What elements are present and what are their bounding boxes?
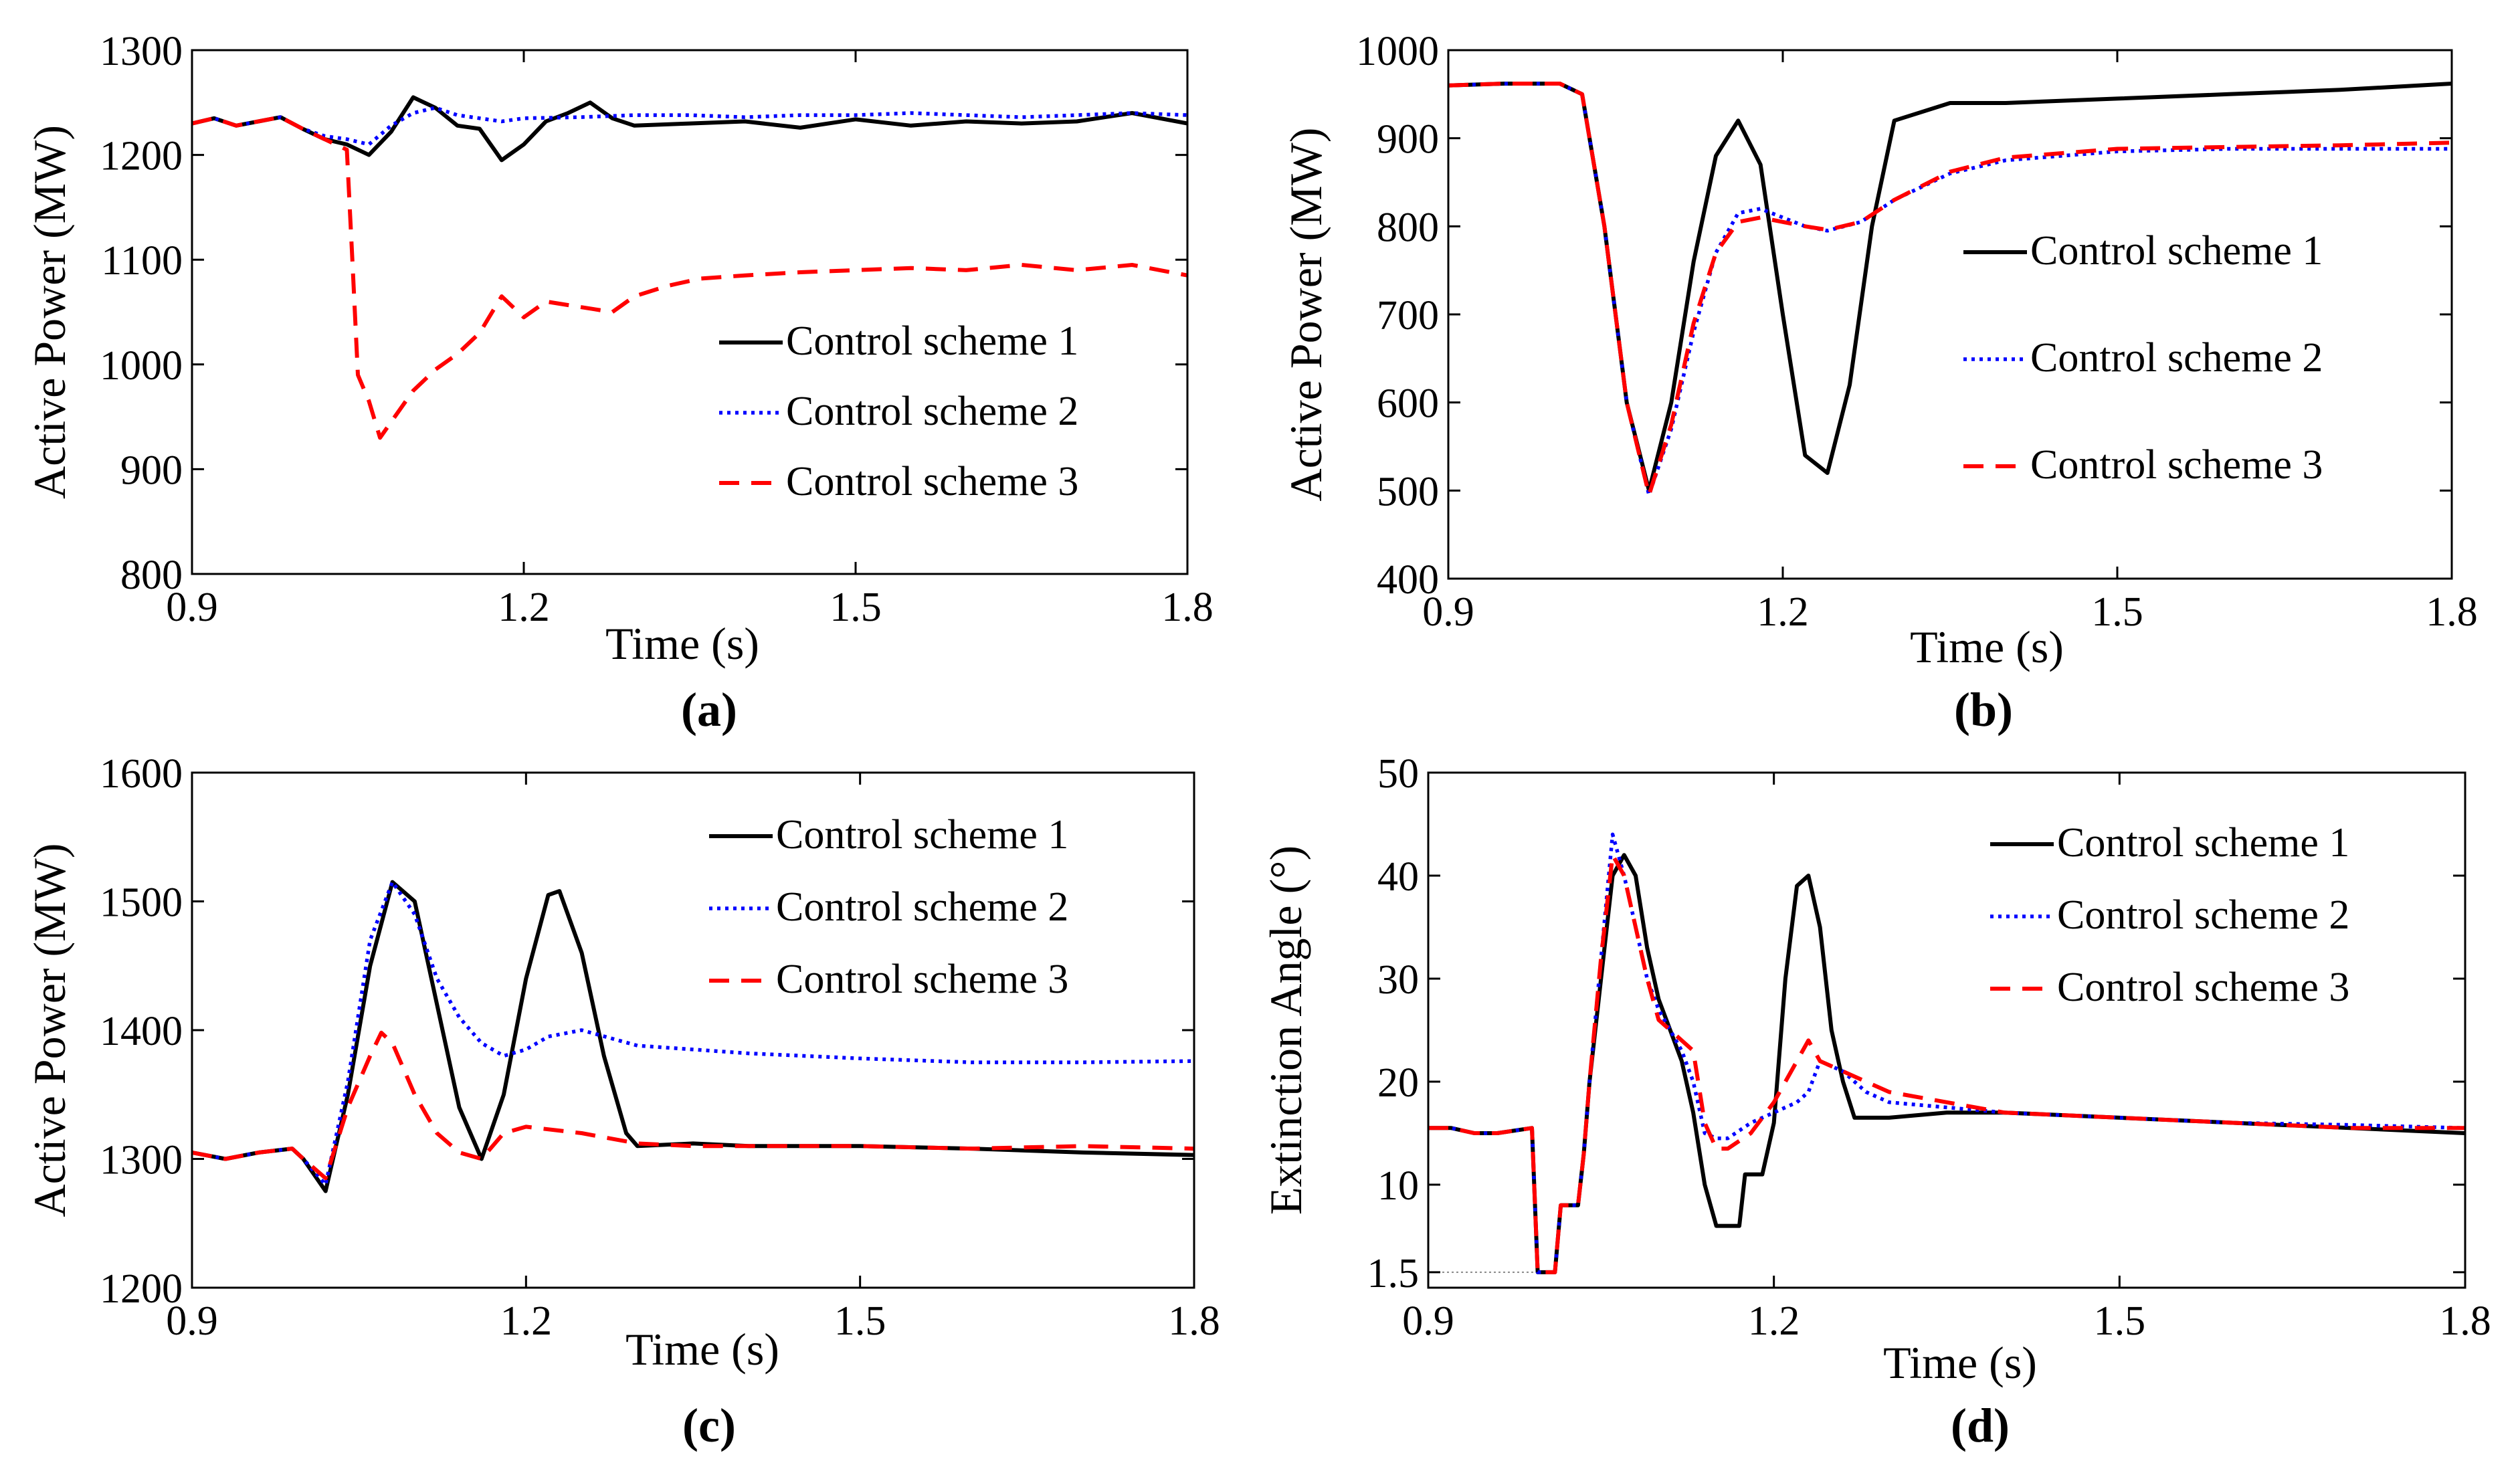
y-tick-label: 1600 <box>100 751 183 797</box>
series-line-3 <box>192 115 1187 440</box>
y-tick-label: 1200 <box>100 1266 183 1312</box>
x-tick-label: 1.2 <box>498 585 550 630</box>
y-tick-label: 900 <box>1377 117 1439 163</box>
x-tick-label: 1.8 <box>1161 585 1214 630</box>
x-tick-label: 0.9 <box>1422 589 1474 635</box>
x-tick-label: 1.5 <box>830 585 882 630</box>
legend-label-3: Control scheme 3 <box>776 957 1068 1002</box>
x-tick-label: 1.8 <box>2426 589 2478 635</box>
legend-label-1: Control scheme 1 <box>2030 228 2323 274</box>
y-tick-label: 800 <box>1377 205 1439 250</box>
panel-caption: (d) <box>1951 1399 2010 1452</box>
series-line-3 <box>1428 853 2465 1274</box>
y-tick-label: 1200 <box>100 134 183 179</box>
panel-caption: (c) <box>682 1399 736 1452</box>
y-tick-label: 40 <box>1377 854 1419 900</box>
plot-frame <box>1427 771 2466 1289</box>
y-tick-label: 1300 <box>100 29 183 74</box>
x-axis-title: Time (s) <box>1883 1337 2037 1388</box>
y-tick-label: 700 <box>1377 293 1439 338</box>
x-tick-label: 0.9 <box>166 585 218 630</box>
panel-caption: (b) <box>1954 683 2013 736</box>
legend-label-2: Control scheme 2 <box>776 884 1068 930</box>
legend-label-1: Control scheme 1 <box>2057 820 2349 866</box>
y-tick-label: 50 <box>1377 751 1419 797</box>
legend-label-1: Control scheme 1 <box>786 318 1078 364</box>
x-tick-label: 1.5 <box>2091 589 2143 635</box>
y-tick-label: 900 <box>120 448 183 493</box>
legend-label-3: Control scheme 3 <box>2057 965 2349 1010</box>
y-tick-label: 1000 <box>1356 29 1439 74</box>
x-axis-title: Time (s) <box>1910 621 2064 672</box>
x-tick-label: 1.2 <box>1748 1298 1800 1344</box>
plot-frame <box>1447 49 2453 580</box>
y-tick-label: 600 <box>1377 381 1439 427</box>
x-tick-label: 1.2 <box>500 1298 553 1344</box>
y-axis-title: Active Power (MW) <box>24 844 75 1217</box>
y-tick-label: 800 <box>120 553 183 598</box>
y-tick-label: 400 <box>1377 557 1439 603</box>
y-tick-label: 500 <box>1377 469 1439 514</box>
y-axis-title: Extinction Angle (°) <box>1260 846 1311 1215</box>
legend-label-2: Control scheme 2 <box>786 389 1078 434</box>
series-line-1 <box>192 95 1187 163</box>
y-tick-label: 20 <box>1377 1060 1419 1106</box>
legend-label-3: Control scheme 3 <box>2030 442 2323 488</box>
y-tick-label: 1500 <box>100 880 183 926</box>
x-tick-label: 1.8 <box>2439 1298 2491 1344</box>
legend-label-2: Control scheme 2 <box>2057 892 2349 938</box>
x-axis-title: Time (s) <box>605 618 759 669</box>
y-axis-title: Active Power (MW) <box>1280 128 1331 502</box>
panel-1: 0.9 1.2 1.5 1.8 400 500 600 700 800 900 1000 Time (… <box>1280 29 2478 736</box>
y-tick-label: 30 <box>1377 957 1419 1003</box>
series-line-2 <box>192 106 1187 146</box>
y-tick-label: 1.5 <box>1367 1251 1420 1296</box>
legend-label-2: Control scheme 2 <box>2030 335 2323 381</box>
y-tick-label: 10 <box>1377 1163 1419 1209</box>
x-tick-label: 1.8 <box>1168 1298 1220 1344</box>
x-tick-label: 1.5 <box>2094 1298 2146 1344</box>
legend-label-3: Control scheme 3 <box>786 459 1078 504</box>
series-line-3 <box>192 1030 1194 1181</box>
y-tick-label: 1000 <box>100 343 183 389</box>
y-tick-label: 1300 <box>100 1138 183 1183</box>
x-tick-label: 1.5 <box>834 1298 886 1344</box>
panel-2: 0.9 1.2 1.5 1.8 1200 1300 1400 1500 1600 Time (s)… <box>24 751 1220 1452</box>
y-axis-title: Active Power (MW) <box>24 125 75 499</box>
y-tick-label: 1100 <box>101 238 183 284</box>
x-tick-label: 0.9 <box>1402 1298 1454 1344</box>
series-line-3 <box>1448 82 2452 497</box>
x-tick-label: 0.9 <box>166 1298 218 1344</box>
x-tick-label: 1.2 <box>1757 589 1809 635</box>
series-line-1 <box>1448 82 2452 493</box>
x-axis-title: Time (s) <box>625 1324 779 1375</box>
plot-frame <box>191 49 1189 575</box>
panel-caption: (a) <box>681 683 737 736</box>
panel-3: 0.9 1.2 1.5 1.8 1.5 10 20 30 40 50 Time (s) Extinct… <box>1260 751 2491 1452</box>
y-tick-label: 1400 <box>100 1009 183 1054</box>
legend-label-1: Control scheme 1 <box>776 812 1068 858</box>
panel-0: 0.9 1.2 1.5 1.8 800 900 1000 1100 1200 1300 Time (… <box>24 29 1214 736</box>
